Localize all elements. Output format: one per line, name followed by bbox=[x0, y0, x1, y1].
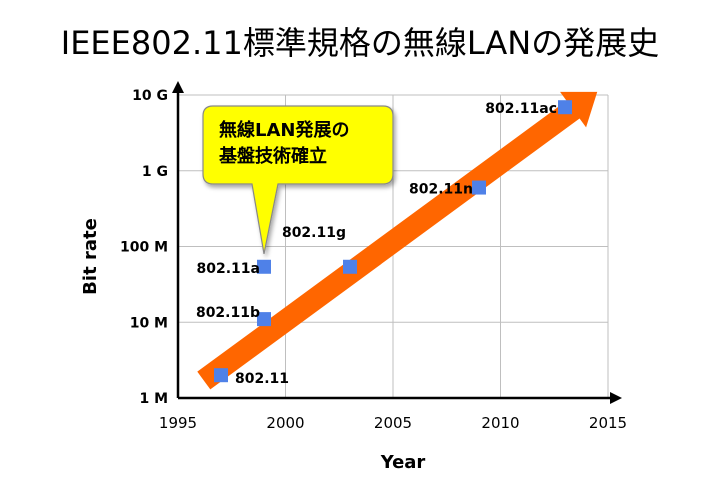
y-axis-label: Bit rate bbox=[80, 218, 101, 295]
x-tick-label: 2010 bbox=[481, 414, 519, 432]
y-tick-label: 10 G bbox=[132, 88, 168, 104]
data-point-marker bbox=[257, 312, 271, 327]
callout-text-line: 基盤技術確立 bbox=[218, 145, 327, 167]
data-point-label: 802.11ac bbox=[485, 101, 557, 117]
y-tick-label: 1 M bbox=[139, 391, 168, 407]
y-tick-label: 10 M bbox=[130, 315, 168, 331]
x-axis-label: Year bbox=[380, 452, 426, 473]
data-point-marker bbox=[558, 100, 572, 115]
y-tick-label: 100 M bbox=[120, 240, 168, 256]
data-point-label: 802.11b bbox=[196, 305, 260, 321]
data-point-marker bbox=[343, 259, 357, 274]
axes bbox=[172, 81, 622, 404]
page-title: IEEE802.11標準規格の無線LANの発展史 bbox=[60, 24, 660, 62]
data-point-marker bbox=[214, 368, 228, 383]
data-point-marker bbox=[472, 180, 486, 195]
x-axis-arrowhead bbox=[610, 392, 622, 404]
data-point-marker bbox=[257, 259, 271, 274]
tick-labels: 1 M 10 M 100 M 1 G 10 G 1995 2000 2005 2010 2015 bbox=[120, 88, 627, 432]
y-axis-arrowhead bbox=[172, 81, 184, 93]
data-labels: 802.11 802.11b 802.11a 802.11g 802.11n 802.11… bbox=[196, 101, 557, 387]
x-tick-label: 1995 bbox=[159, 414, 197, 432]
callout-text-line: 無線LAN発展の bbox=[219, 119, 349, 141]
data-point-label: 802.11g bbox=[282, 225, 346, 241]
trend-arrow-group bbox=[197, 91, 598, 390]
data-points bbox=[214, 100, 572, 383]
callout-bubble bbox=[202, 105, 394, 254]
data-point-label: 802.11 bbox=[235, 371, 289, 387]
x-tick-label: 2015 bbox=[589, 414, 627, 432]
x-tick-label: 2005 bbox=[374, 414, 412, 432]
data-point-label: 802.11n bbox=[409, 182, 473, 198]
trend-arrow bbox=[197, 91, 598, 390]
x-tick-label: 2000 bbox=[266, 414, 304, 432]
data-point-label: 802.11a bbox=[197, 261, 260, 277]
y-tick-label: 1 G bbox=[142, 164, 168, 180]
